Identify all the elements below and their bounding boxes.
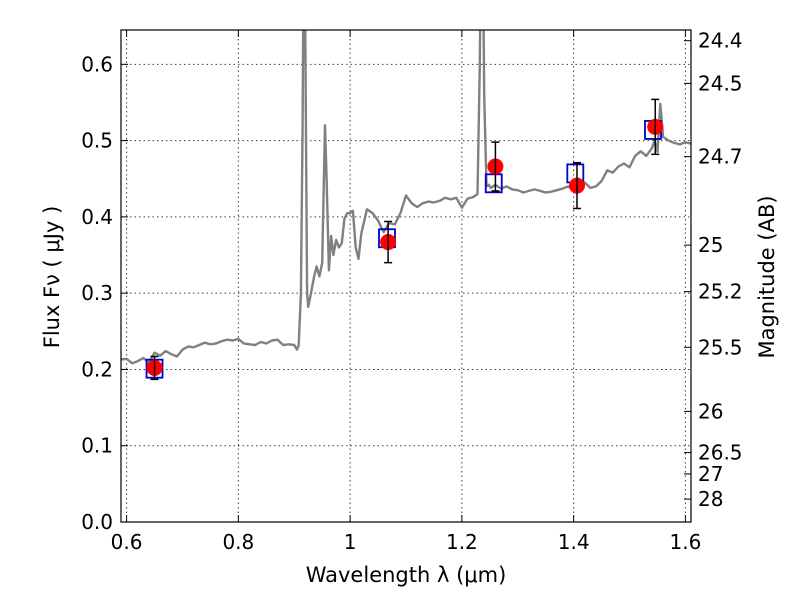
y2-tick-label: 26.5 [698, 441, 743, 465]
marker-layer [145, 98, 664, 381]
y2-tick-label: 28 [698, 487, 723, 511]
y2-tick-label: 27 [698, 462, 723, 486]
spectrum-layer [121, 30, 691, 365]
y2-tick-label: 25.5 [698, 335, 743, 359]
y2-tick-label: 25.2 [698, 280, 743, 304]
y-axis-label: Flux Fν ( μJy ) [40, 206, 64, 349]
x-tick-label: 1.2 [446, 530, 478, 554]
y2-tick-label: 24.4 [698, 29, 743, 53]
x-tick-label: 0.8 [222, 530, 254, 554]
y-tick-label: 0.4 [81, 205, 113, 229]
y2-axis-label: Magnitude (AB) [755, 195, 779, 358]
y-tick-label: 0.0 [81, 510, 113, 534]
spectrum-line [121, 30, 691, 365]
x-tick-label: 1.4 [558, 530, 590, 554]
x-axis-label: Wavelength λ (μm) [306, 563, 507, 587]
x-tick-label: 1.6 [670, 530, 702, 554]
tick-layer: 0.6 0.8 1 1.2 1.4 1.60.00.10.20.30.40.50.6282… [81, 29, 742, 554]
y-tick-label: 0.6 [81, 52, 113, 76]
y-tick-label: 0.2 [81, 357, 113, 381]
x-tick-label: 1 [344, 530, 357, 554]
y2-tick-label: 25 [698, 233, 723, 257]
y-tick-label: 0.1 [81, 434, 113, 458]
y2-tick-label: 24.7 [698, 145, 743, 169]
x-tick-label: 0.6 [111, 530, 143, 554]
grid [121, 30, 691, 523]
model-flux-square [484, 173, 503, 194]
plot-frame [120, 29, 692, 523]
y2-tick-label: 26 [698, 399, 723, 423]
y2-tick-label: 24.5 [698, 71, 743, 95]
axes-frame [120, 29, 692, 523]
y-tick-label: 0.3 [81, 281, 113, 305]
y-tick-label: 0.5 [81, 129, 113, 153]
